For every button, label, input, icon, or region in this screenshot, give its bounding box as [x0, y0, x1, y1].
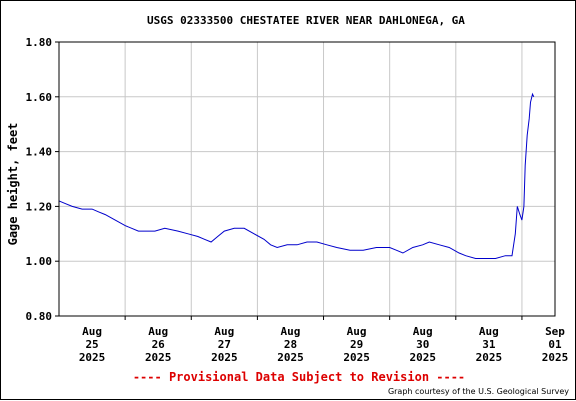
chart-title: USGS 02333500 CHESTATEE RIVER NEAR DAHLO… [147, 14, 465, 27]
x-tick-label: 31 [482, 338, 496, 351]
x-tick-label: 2025 [409, 351, 436, 364]
x-tick-label: 30 [416, 338, 429, 351]
x-tick-labels: Aug252025Aug262025Aug272025Aug282025Aug2… [79, 316, 568, 364]
x-tick-label: 29 [350, 338, 363, 351]
y-tick-label: 1.40 [26, 146, 53, 159]
x-tick-label: Aug [281, 325, 301, 338]
x-tick-label: 2025 [277, 351, 304, 364]
x-tick-label: Aug [413, 325, 433, 338]
x-tick-label: 27 [218, 338, 231, 351]
y-tick-label: 1.20 [26, 200, 53, 213]
x-tick-label: 2025 [145, 351, 172, 364]
x-tick-label: Aug [347, 325, 367, 338]
y-tick-labels: 0.80 1.00 1.20 1.40 1.60 1.80 [26, 36, 59, 323]
y-tick-label: 1.60 [26, 91, 53, 104]
series-layer [58, 92, 535, 259]
x-tick-label: 2025 [542, 351, 569, 364]
plot-area-border [58, 41, 556, 317]
usgs-credit: Graph courtesy of the U.S. Geological Su… [388, 387, 569, 396]
x-tick-label: 2025 [79, 351, 106, 364]
y-tick-label: 1.80 [26, 36, 53, 49]
x-tick-label: 25 [85, 338, 98, 351]
grid-lines [59, 42, 555, 316]
y-tick-label: 1.00 [26, 255, 53, 268]
y-tick-label: 0.80 [26, 310, 53, 323]
x-tick-label: Aug [148, 325, 168, 338]
gage-height-series-line [58, 92, 535, 259]
x-tick-label: Aug [214, 325, 234, 338]
x-tick-label: 2025 [476, 351, 503, 364]
x-tick-label: Aug [479, 325, 499, 338]
x-tick-label: Aug [82, 325, 102, 338]
x-tick-label: 2025 [343, 351, 370, 364]
x-tick-label: Sep [545, 325, 565, 338]
y-axis-label: Gage height, feet [6, 123, 20, 246]
x-tick-label: 01 [548, 338, 562, 351]
x-tick-label: 28 [284, 338, 297, 351]
provisional-notice: ---- Provisional Data Subject to Revisio… [133, 370, 465, 384]
x-tick-label: 2025 [211, 351, 238, 364]
x-tick-label: 26 [152, 338, 166, 351]
